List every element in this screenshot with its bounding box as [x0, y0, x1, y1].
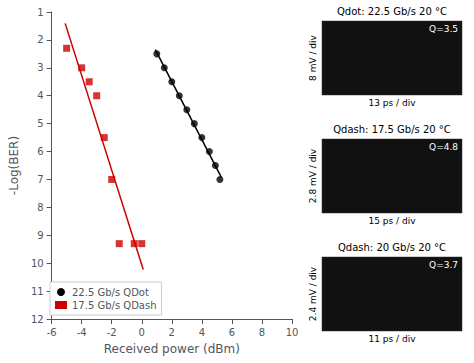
- svg-text:Qdash: 17.5 Gb/s 20 °C: Qdash: 17.5 Gb/s 20 °C: [333, 124, 451, 135]
- svg-text:13 ps / div: 13 ps / div: [368, 98, 416, 108]
- svg-text:2.8 mV / div: 2.8 mV / div: [308, 148, 318, 203]
- svg-text:-2: -2: [107, 327, 117, 338]
- svg-text:8 mV / div: 8 mV / div: [308, 34, 318, 80]
- svg-text:7: 7: [37, 174, 43, 185]
- svg-text:6: 6: [37, 146, 43, 157]
- svg-text:Q=4.8: Q=4.8: [429, 142, 458, 152]
- svg-text:3: 3: [37, 62, 43, 73]
- svg-text:2: 2: [169, 327, 175, 338]
- svg-text:6: 6: [229, 327, 235, 338]
- svg-text:-4: -4: [77, 327, 87, 338]
- svg-text:0: 0: [139, 327, 145, 338]
- svg-text:4: 4: [199, 327, 205, 338]
- svg-text:Qdot: 22.5 Gb/s 20 °C: Qdot: 22.5 Gb/s 20 °C: [337, 6, 447, 17]
- svg-text:8: 8: [37, 202, 43, 213]
- svg-text:Received power (dBm): Received power (dBm): [104, 342, 240, 356]
- svg-text:5: 5: [37, 118, 43, 129]
- svg-text:2: 2: [37, 34, 43, 45]
- svg-text:15 ps / div: 15 ps / div: [368, 216, 416, 226]
- svg-text:-Log(BER): -Log(BER): [7, 136, 21, 195]
- svg-text:12: 12: [31, 314, 44, 325]
- svg-text:1: 1: [37, 7, 43, 18]
- svg-text:Q=3.5: Q=3.5: [429, 24, 458, 34]
- svg-text:8: 8: [259, 327, 265, 338]
- svg-text:11: 11: [31, 286, 44, 297]
- svg-text:10: 10: [286, 327, 299, 338]
- svg-text:-6: -6: [47, 327, 57, 338]
- svg-text:Q=3.7: Q=3.7: [429, 260, 458, 270]
- svg-text:10: 10: [31, 258, 44, 269]
- svg-text:9: 9: [37, 230, 43, 241]
- svg-text:Qdash: 20 Gb/s 20 °C: Qdash: 20 Gb/s 20 °C: [338, 242, 446, 253]
- svg-text:4: 4: [37, 90, 43, 101]
- svg-text:11 ps / div: 11 ps / div: [368, 334, 416, 344]
- svg-text:22.5 Gb/s QDot: 22.5 Gb/s QDot: [72, 287, 149, 298]
- svg-text:17.5 Gb/s QDash: 17.5 Gb/s QDash: [72, 300, 157, 311]
- svg-text:2.4 mV / div: 2.4 mV / div: [308, 266, 318, 321]
